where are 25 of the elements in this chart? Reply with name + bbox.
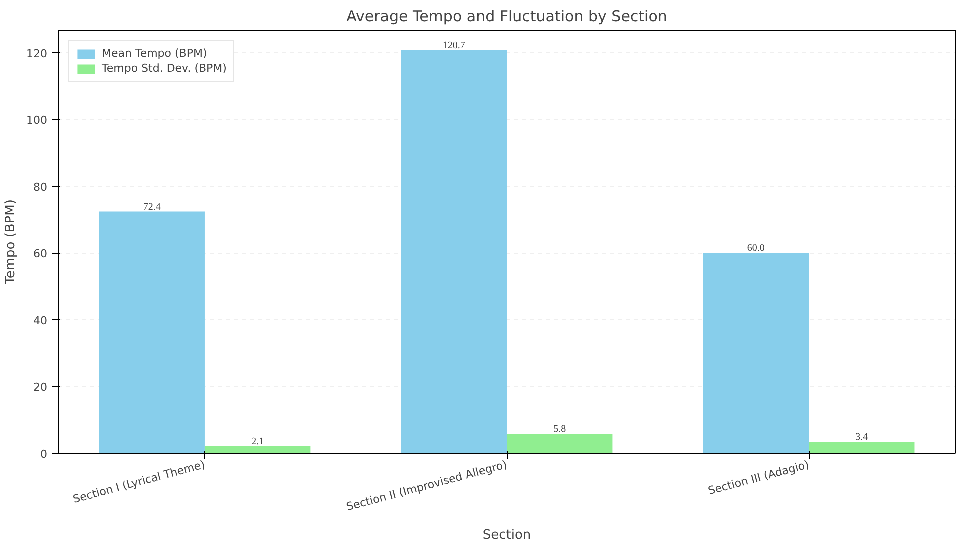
bar — [507, 434, 613, 454]
y-tick-label: 40 — [34, 314, 48, 328]
bar — [401, 50, 507, 454]
bar — [703, 253, 810, 454]
data-label: 2.1 — [252, 436, 264, 448]
y-tick-label: 0 — [40, 448, 48, 461]
y-tick-label: 20 — [34, 381, 48, 394]
data-label: 72.4 — [143, 202, 161, 213]
bar — [204, 446, 311, 454]
legend-label: Mean Tempo (BPM) — [102, 47, 208, 60]
data-label: 3.4 — [856, 432, 868, 444]
y-tick-label: 100 — [26, 114, 48, 128]
bar — [99, 212, 205, 454]
y-tick-label: 120 — [26, 47, 48, 60]
bar — [809, 442, 915, 454]
data-label: 60.0 — [747, 243, 765, 254]
y-tick-label: 60 — [34, 248, 48, 261]
data-label: 120.7 — [442, 40, 466, 52]
legend-label: Tempo Std. Dev. (BPM) — [102, 62, 227, 75]
data-label: 5.8 — [554, 424, 566, 436]
y-axis-title: Tempo (BPM) — [4, 200, 19, 286]
x-axis-title: Section — [482, 528, 532, 543]
y-tick-label: 80 — [34, 180, 48, 194]
chart-title: Average Tempo and Fluctuation by Section — [346, 8, 668, 26]
x-tick-label: Section I (Lyrical Theme) — [72, 458, 207, 506]
